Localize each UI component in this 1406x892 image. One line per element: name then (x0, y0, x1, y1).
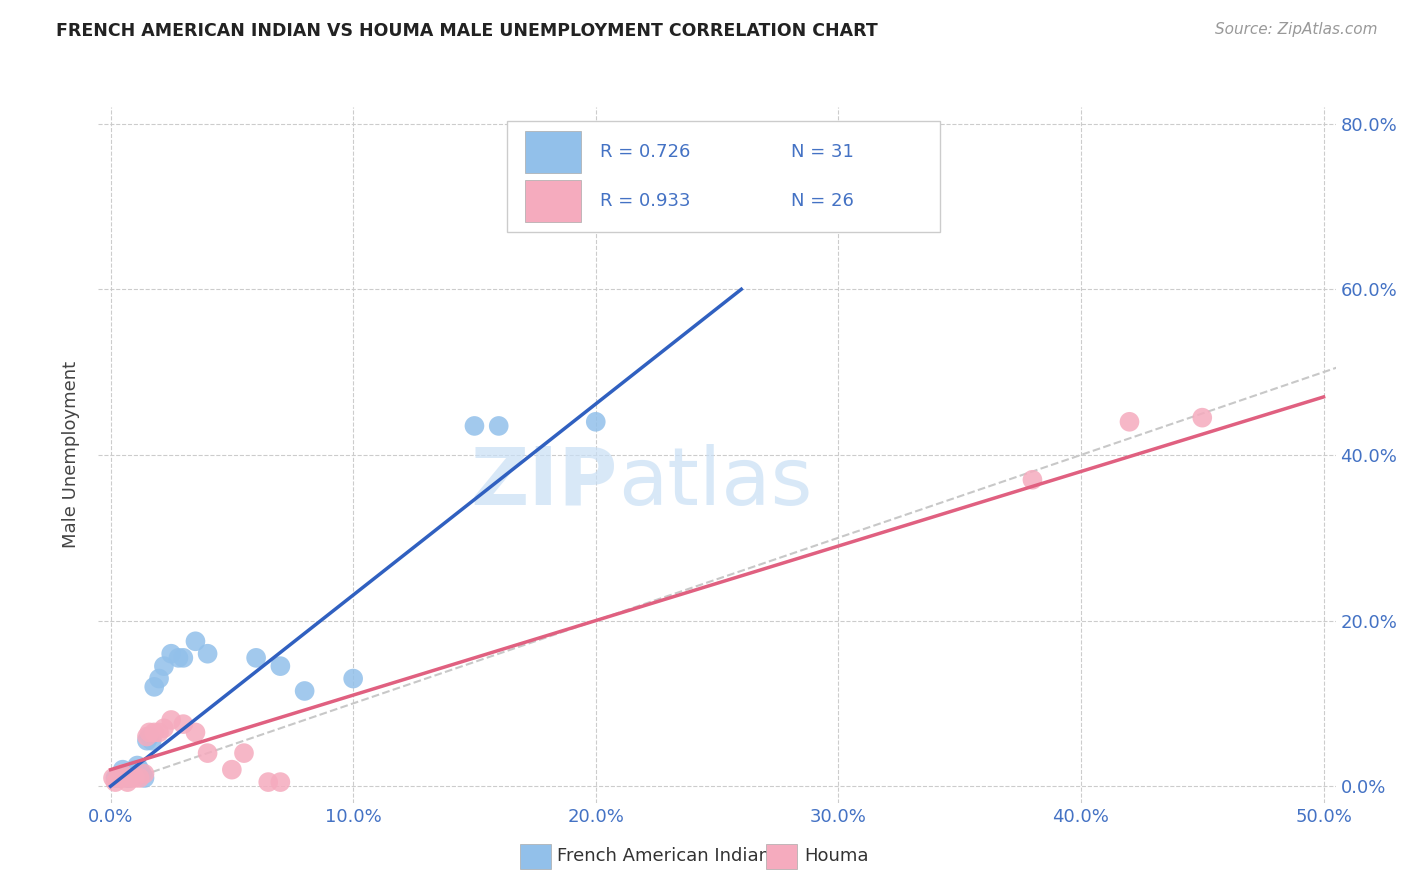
Point (128, 763, 150, 777)
Point (124, 763, 146, 777)
Point (104, 771, 127, 785)
Point (197, 647, 219, 661)
Point (269, 775, 291, 789)
Point (488, 419, 510, 434)
Point (107, 771, 129, 785)
Point (124, 771, 146, 785)
Text: R = 0.933: R = 0.933 (599, 192, 690, 210)
Point (138, 725, 160, 739)
Point (172, 717, 194, 731)
Point (184, 725, 207, 739)
FancyBboxPatch shape (526, 131, 581, 173)
Point (148, 672, 170, 686)
Point (342, 672, 364, 686)
Point (117, 775, 139, 789)
Y-axis label: Male Unemployment: Male Unemployment (62, 361, 80, 549)
Point (148, 725, 170, 739)
Point (136, 730, 159, 744)
FancyBboxPatch shape (526, 180, 581, 222)
Point (245, 651, 267, 665)
Point (160, 713, 183, 727)
Point (221, 763, 243, 777)
Point (1021, 473, 1043, 487)
Point (172, 651, 194, 665)
Point (184, 634, 207, 648)
Point (111, 763, 134, 777)
Text: Source: ZipAtlas.com: Source: ZipAtlas.com (1215, 22, 1378, 37)
Point (197, 746, 219, 760)
Text: N = 26: N = 26 (792, 192, 855, 210)
Point (294, 684, 316, 698)
Point (167, 651, 190, 665)
Point (127, 758, 149, 772)
Point (114, 766, 136, 781)
Point (117, 771, 139, 785)
Point (111, 766, 134, 781)
Point (463, 419, 485, 434)
FancyBboxPatch shape (506, 121, 939, 232)
Point (136, 733, 159, 747)
Point (138, 730, 160, 744)
Point (134, 766, 156, 781)
Point (1191, 410, 1213, 425)
Point (143, 680, 166, 694)
Point (121, 766, 143, 781)
Point (153, 721, 176, 735)
Text: atlas: atlas (619, 443, 813, 522)
Text: R = 0.726: R = 0.726 (599, 144, 690, 161)
Text: ZIP: ZIP (471, 443, 619, 522)
Point (131, 766, 153, 781)
Point (101, 771, 124, 785)
Point (257, 775, 280, 789)
Text: Houma: Houma (804, 847, 869, 865)
Point (143, 725, 166, 739)
Point (128, 771, 150, 785)
Text: N = 31: N = 31 (792, 144, 855, 161)
Point (104, 775, 127, 789)
Point (114, 771, 136, 785)
Text: French American Indians: French American Indians (557, 847, 779, 865)
Text: FRENCH AMERICAN INDIAN VS HOUMA MALE UNEMPLOYMENT CORRELATION CHART: FRENCH AMERICAN INDIAN VS HOUMA MALE UNE… (56, 22, 877, 40)
Point (153, 659, 176, 673)
Point (585, 415, 607, 429)
Point (233, 746, 256, 760)
Point (118, 771, 141, 785)
Point (269, 659, 291, 673)
Point (141, 733, 163, 747)
Point (107, 771, 129, 785)
Point (1118, 415, 1140, 429)
Point (134, 771, 156, 785)
Point (160, 647, 183, 661)
Point (118, 771, 141, 785)
Point (110, 771, 132, 785)
